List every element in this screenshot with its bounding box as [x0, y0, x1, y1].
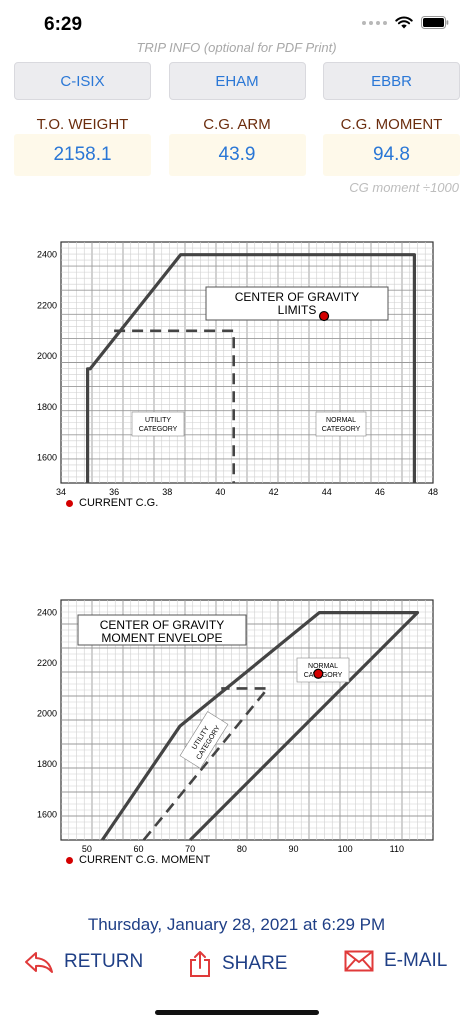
- current-cg-point: [318, 310, 330, 322]
- weight-label: T.O. WEIGHT: [36, 116, 129, 133]
- chart-title-box: [77, 614, 247, 646]
- mail-icon: [344, 950, 374, 972]
- x-tick-label: 50: [82, 844, 92, 854]
- x-tick-label: 70: [185, 844, 195, 854]
- chart-title-line: LIMITS: [278, 303, 317, 317]
- airport-button-arrival[interactable]: EBBR: [323, 62, 460, 100]
- x-tick-label: 48: [428, 487, 438, 497]
- return-arrow-icon: [25, 952, 53, 973]
- trip-info-label: TRIP INFO (optional for PDF Print): [136, 40, 337, 55]
- cg-moment-chart: 50 60 70 80 90 100 110 1600 1800 2000 2200 2400 CENT…: [0, 592, 473, 872]
- share-icon: [190, 951, 210, 977]
- x-tick-label: 40: [215, 487, 225, 497]
- status-bar: 6:29: [0, 0, 473, 48]
- y-tick-label: 2000: [37, 709, 57, 719]
- cg-limits-chart-svg: 34 36 38 40 42 44 46 48 1600 1800 2000 2200 2400 CENT…: [37, 241, 438, 497]
- category-box: [315, 411, 367, 437]
- x-tick-label: 44: [322, 487, 332, 497]
- cg-moment-chart-svg: 50 60 70 80 90 100 110 1600 1800 2000 2200 2400 CENT…: [37, 599, 434, 854]
- airport-row: C-ISIX EHAM EBBR: [14, 62, 460, 100]
- arm-value[interactable]: 43.9: [168, 134, 306, 176]
- y-tick-label: 2200: [37, 300, 57, 310]
- category-label: NORMAL: [308, 663, 338, 670]
- status-icons: [362, 16, 449, 29]
- share-label: SHARE: [222, 953, 288, 974]
- y-tick-label: 2400: [37, 250, 57, 260]
- category-label: NORMAL: [326, 417, 356, 424]
- return-button[interactable]: RETURN: [24, 950, 143, 974]
- action-bar: RETURN SHARE E-MAIL: [0, 950, 473, 984]
- normal-envelope-line: [86, 253, 416, 483]
- chart-title-box: [205, 286, 389, 321]
- share-button[interactable]: SHARE: [188, 950, 287, 978]
- legend-label: CURRENT C.G.: [79, 497, 159, 509]
- y-tick-label: 2000: [37, 351, 57, 361]
- airport-button-departure[interactable]: EHAM: [168, 62, 306, 100]
- y-tick-label: 1800: [37, 402, 57, 412]
- legend-label: CURRENT C.G. MOMENT: [79, 854, 211, 866]
- x-tick-label: 42: [269, 487, 279, 497]
- status-time: 6:29: [44, 14, 83, 35]
- category-box: [131, 411, 185, 437]
- x-tick-label: 46: [375, 487, 385, 497]
- legend-dot-icon: [66, 856, 73, 864]
- return-label: RETURN: [64, 951, 144, 972]
- x-tick-label: 90: [288, 844, 298, 854]
- chart-title-line: CENTER OF GRAVITY: [100, 618, 224, 632]
- cg-limits-chart: 34 36 38 40 42 44 46 48 1600 1800 2000 2200 2400 CENT…: [0, 232, 473, 512]
- x-tick-label: 36: [109, 487, 119, 497]
- battery-icon: [421, 16, 449, 29]
- cg-moment-legend: CURRENT C.G. MOMENT: [66, 854, 210, 866]
- arm-label: C.G. ARM: [203, 116, 271, 133]
- normal-envelope-line: [100, 611, 420, 842]
- x-tick-label: 38: [162, 487, 172, 497]
- utility-envelope-line: [142, 687, 271, 841]
- category-annotation: NORMAL CATEGORY: [315, 411, 367, 437]
- cellular-signal-icon: [362, 20, 387, 25]
- category-label: CATEGORY: [139, 426, 178, 433]
- x-tick-label: 80: [237, 844, 247, 854]
- current-cg-point: [313, 668, 324, 679]
- x-tick-label: 34: [56, 487, 66, 497]
- email-button[interactable]: E-MAIL: [344, 950, 447, 972]
- chart-title-line: MOMENT ENVELOPE: [101, 631, 222, 645]
- home-indicator: [155, 1010, 319, 1015]
- y-tick-label: 1600: [37, 810, 57, 820]
- legend-dot-icon: [66, 499, 73, 507]
- x-tick-label: 110: [390, 844, 404, 854]
- category-label: CATEGORY: [304, 672, 343, 679]
- category-label: UTILITY: [145, 417, 171, 424]
- category-box: [179, 711, 229, 769]
- airport-button-aircraft[interactable]: C-ISIX: [14, 62, 151, 100]
- metric-values: 2158.1 43.9 94.8: [14, 134, 460, 176]
- metric-labels: T.O. WEIGHT C.G. ARM C.G. MOMENT: [14, 116, 460, 133]
- chart-title-line: CENTER OF GRAVITY: [235, 290, 359, 304]
- x-tick-label: 60: [133, 844, 143, 854]
- cg-moment-note: CG moment ÷1000: [349, 180, 459, 195]
- y-tick-label: 1800: [37, 759, 57, 769]
- moment-value[interactable]: 94.8: [323, 134, 460, 176]
- timestamp-label: Thursday, January 28, 2021 at 6:29 PM: [87, 915, 386, 934]
- category-box: [296, 657, 350, 683]
- email-label: E-MAIL: [384, 950, 448, 971]
- weight-value[interactable]: 2158.1: [14, 134, 151, 176]
- y-tick-label: 2400: [37, 608, 57, 618]
- cg-limits-legend: CURRENT C.G.: [66, 497, 158, 509]
- y-tick-label: 2200: [37, 658, 57, 668]
- x-tick-label: 100: [338, 844, 353, 854]
- category-annotation: UTILITY CATEGORY: [131, 411, 185, 437]
- moment-label: C.G. MOMENT: [340, 116, 443, 133]
- category-annotation: NORMAL CATEGORY: [296, 657, 350, 683]
- category-label: CATEGORY: [322, 426, 361, 433]
- utility-envelope-line: [114, 329, 235, 483]
- y-tick-label: 1600: [37, 453, 57, 463]
- wifi-icon: [395, 16, 413, 29]
